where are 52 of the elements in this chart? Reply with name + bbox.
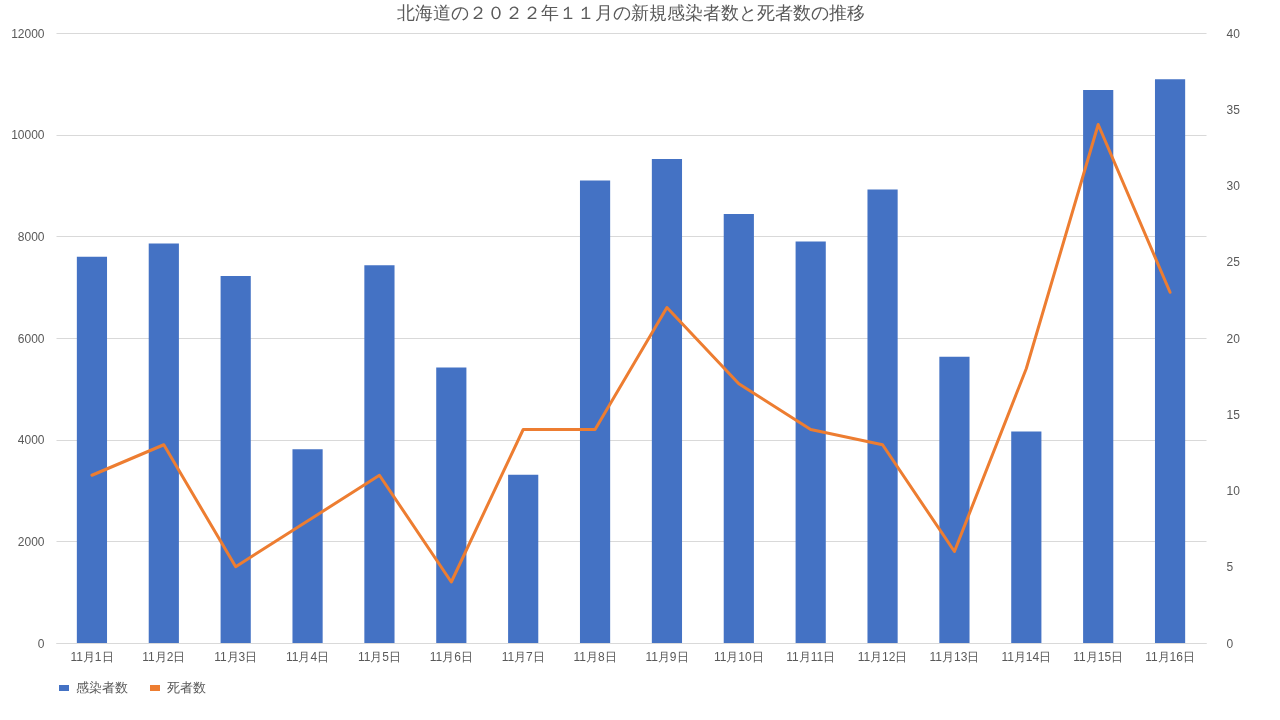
y2-tick-label: 10 [1226,484,1241,498]
y-tick-label: 6000 [17,331,45,346]
x-tick-label: 11月12日 [857,649,908,664]
bar [579,180,611,643]
x-tick-label: 11月14日 [1001,649,1052,664]
x-tick-label: 11月11日 [786,649,836,664]
y2-tick-label: 35 [1226,102,1241,117]
bar [292,449,323,643]
y-tick-label: 10000 [11,128,45,143]
x-tick-label: 11月16日 [1145,649,1195,664]
bar [867,189,898,643]
x-tick-label: 11月8日 [573,649,617,664]
bar [364,265,395,643]
x-tick-label: 11月3日 [214,649,258,664]
y2-tick-label: 20 [1226,331,1241,346]
y-tick-label: 8000 [17,229,45,244]
bar [436,367,467,643]
x-tick-label: 11月9日 [645,649,689,664]
x-tick-label: 11月4日 [285,649,330,664]
x-tick-label: 11月15日 [1073,649,1124,664]
bar [76,256,108,643]
x-tick-label: 11月7日 [501,649,545,664]
bar [1154,79,1186,643]
legend-label: 死者数 [167,680,206,695]
bar [508,474,539,643]
bar [795,241,826,643]
x-tick-label: 11月1日 [70,649,114,664]
bar [1083,89,1114,643]
line-series [90,123,1172,584]
x-tick-label: 11月2日 [142,649,186,664]
y2-tick-label: 25 [1226,255,1241,270]
bar [148,243,179,643]
legend-label: 感染者数 [76,680,128,695]
bar [1011,431,1042,643]
y-tick-label: 0 [37,636,45,651]
y2-tick-label: 40 [1226,26,1241,41]
y-tick-label: 4000 [17,433,45,448]
y2-tick-label: 15 [1226,407,1241,422]
y2-tick-label: 30 [1226,179,1241,193]
y2-tick-label: 0 [1226,636,1234,651]
y2-tick-label: 5 [1226,560,1234,575]
bar [220,275,251,643]
x-tick-label: 11月6日 [429,649,473,664]
x-tick-label: 11月5日 [357,649,402,664]
y-tick-label: 12000 [11,26,45,41]
bar [651,159,683,643]
chart-title: 北海道の２０２２年１１月の新規感染者数と死者数の推移 [397,3,865,23]
x-tick-label: 11月13日 [929,649,980,664]
bar [939,356,970,643]
x-tick-label: 11月10日 [713,649,764,664]
bar [723,213,754,643]
y-tick-label: 2000 [17,534,45,549]
